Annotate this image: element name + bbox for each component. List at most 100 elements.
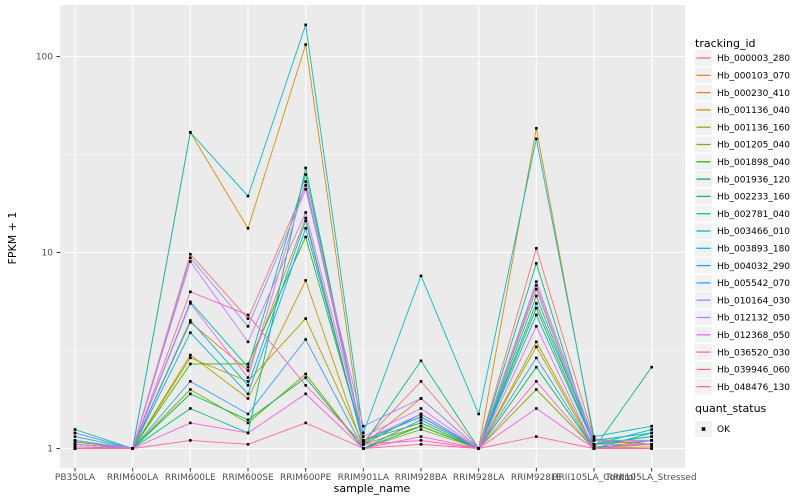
data-point [246, 340, 250, 344]
data-point [304, 184, 307, 187]
data-point [535, 247, 538, 250]
data-point [535, 325, 538, 328]
legend-label: Hb_005542_070 [717, 279, 790, 289]
data-point [419, 421, 423, 425]
data-point [650, 445, 653, 449]
data-point [189, 300, 192, 304]
data-point [477, 447, 480, 450]
legend-item-Hb_001936_120: Hb_001936_120 [695, 171, 790, 188]
data-point [73, 428, 77, 431]
data-point [304, 226, 307, 230]
data-point [304, 421, 307, 425]
data-point [650, 365, 653, 369]
data-point [419, 428, 423, 431]
x-tick-label: RRIM928LE [511, 473, 562, 483]
data-point [535, 284, 538, 287]
legend-label: Hb_003466_010 [717, 227, 790, 237]
data-point [304, 235, 307, 239]
data-point [246, 412, 250, 416]
data-point [419, 443, 423, 446]
data-point [189, 331, 192, 334]
data-point [419, 274, 423, 278]
legend-item-Hb_048476_130: Hb_048476_130 [695, 378, 790, 395]
data-point [362, 439, 365, 442]
data-point [419, 380, 423, 383]
data-point [189, 256, 192, 260]
data-point [73, 445, 77, 449]
data-point [189, 302, 192, 305]
data-point [477, 412, 480, 416]
legend-label: Hb_039946_060 [717, 366, 790, 376]
legend-label: Hb_001136_160 [717, 123, 790, 133]
data-point [304, 372, 307, 376]
x-tick-label: RRIM600PE [280, 473, 332, 483]
data-point [419, 418, 423, 422]
plot-panel [60, 5, 685, 468]
tracking-legend-title: tracking_id [695, 37, 756, 50]
legend-item-Hb_001136_040: Hb_001136_040 [695, 101, 790, 118]
legend-label: Hb_004032_290 [717, 262, 790, 272]
data-point [535, 127, 538, 130]
data-point [362, 435, 365, 438]
legend-item-Hb_001136_160: Hb_001136_160 [695, 119, 790, 136]
data-point [419, 412, 423, 416]
legend-label: Hb_001205_040 [717, 141, 790, 151]
data-point [304, 219, 307, 223]
data-point [189, 392, 192, 396]
data-point [189, 319, 192, 322]
data-point [246, 317, 250, 320]
data-point [592, 447, 596, 450]
data-point [246, 392, 250, 396]
data-point [535, 407, 538, 410]
data-point [535, 365, 538, 369]
legend-item-Hb_010164_030: Hb_010164_030 [695, 292, 790, 309]
data-point [189, 439, 192, 442]
data-point [304, 166, 307, 170]
data-point [535, 340, 538, 344]
data-point [362, 424, 365, 428]
data-point [304, 392, 307, 396]
data-point [246, 226, 250, 230]
x-tick-label: PB350LA [55, 473, 96, 483]
data-point [362, 447, 365, 450]
data-point [73, 431, 77, 435]
legend-item-Hb_000230_410: Hb_000230_410 [695, 84, 790, 101]
legend-item-Hb_036520_030: Hb_036520_030 [695, 344, 790, 361]
data-point [304, 216, 307, 220]
data-point [650, 435, 653, 438]
y-tick-label: 1 [47, 445, 53, 455]
legend-item-Hb_005542_070: Hb_005542_070 [695, 274, 790, 291]
legend-label: Hb_012132_050 [717, 314, 790, 324]
data-point [535, 380, 538, 383]
legend-label: Hb_002233_160 [717, 193, 790, 203]
data-point [535, 262, 538, 265]
data-point [304, 384, 307, 387]
data-point [189, 321, 192, 324]
data-point [304, 43, 307, 46]
data-point [246, 384, 250, 387]
data-point [246, 365, 250, 369]
data-point [592, 439, 596, 442]
data-point [362, 443, 365, 446]
data-point [304, 180, 307, 183]
data-point [535, 306, 538, 310]
x-tick-label: RRIM600SE [222, 473, 274, 483]
data-point [304, 317, 307, 320]
data-point [592, 435, 596, 438]
legend-label: Hb_001136_040 [717, 106, 790, 116]
data-point [189, 260, 192, 263]
data-point [73, 440, 77, 444]
legend-item-Hb_012368_050: Hb_012368_050 [695, 326, 790, 343]
x-tick-label: RRIM600LA [107, 473, 159, 483]
data-point [535, 302, 538, 305]
data-point [650, 431, 653, 435]
y-tick-label: 100 [36, 53, 53, 63]
x-tick-label: RRIM600LE [165, 473, 216, 483]
data-point [73, 443, 77, 446]
data-point [535, 356, 538, 360]
quant-status-marker [701, 427, 706, 431]
legend-label: Hb_003893_180 [717, 245, 790, 255]
legend-item-Hb_001898_040: Hb_001898_040 [695, 153, 790, 170]
legend-item-Hb_003466_010: Hb_003466_010 [695, 223, 790, 239]
data-point [246, 325, 250, 328]
